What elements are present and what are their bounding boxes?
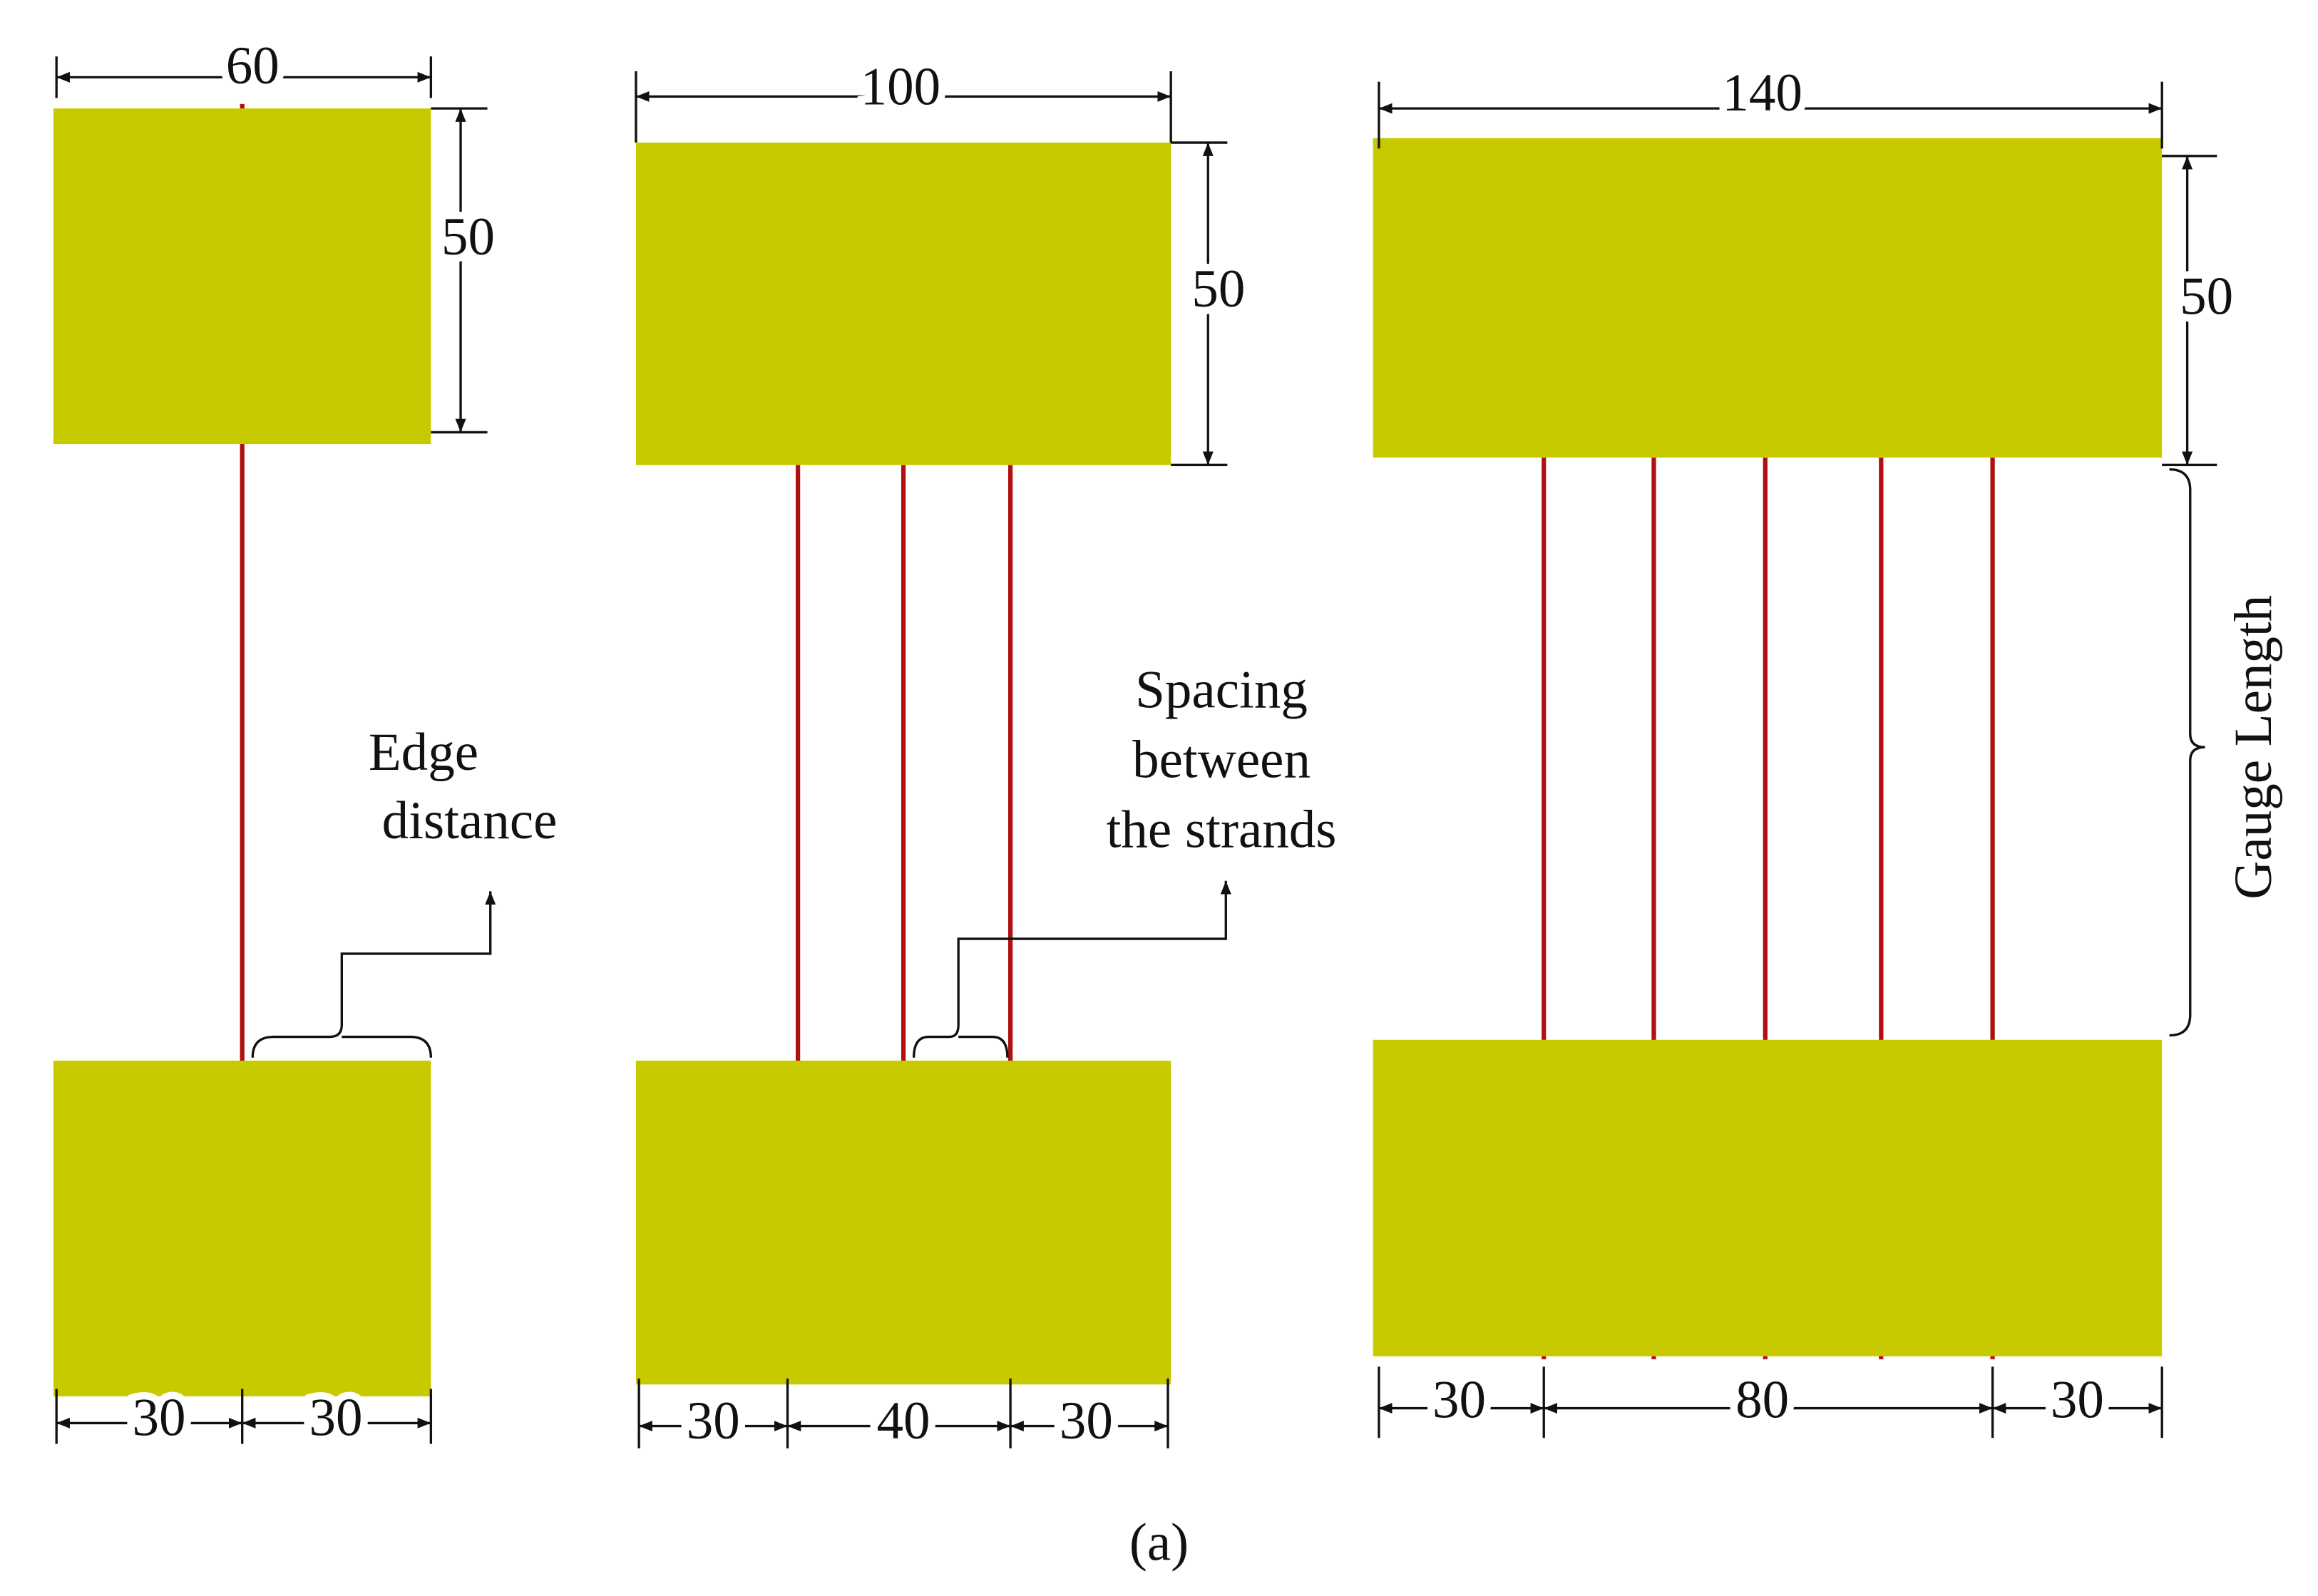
top-block xyxy=(1373,138,2163,458)
specimen-1: 60 50 30 30 Edge distance xyxy=(53,29,558,1455)
annotation-leader xyxy=(912,880,1231,1058)
caption: (a) xyxy=(1129,1513,1189,1572)
annotation: between xyxy=(1132,730,1311,789)
top-block xyxy=(53,108,431,445)
bottom-label: 30 xyxy=(132,1389,185,1448)
bottom-label: 30 xyxy=(1432,1371,1486,1430)
bottom-block xyxy=(53,1060,431,1396)
bottom-label: 80 xyxy=(1735,1371,1789,1430)
width-label: 100 xyxy=(861,57,941,116)
bottom-label: 40 xyxy=(877,1391,930,1451)
annotation-leader xyxy=(251,891,496,1058)
annotation: distance xyxy=(382,791,558,850)
specimen-2: 100 50 30 40 30 Spacing between the stra… xyxy=(635,50,1337,1458)
bottom-block xyxy=(635,1060,1171,1385)
width-label: 140 xyxy=(1722,63,1802,123)
bottom-label: 30 xyxy=(2051,1371,2104,1430)
gauge-brace xyxy=(2169,468,2205,1037)
specimen-3: 140 50 Gauge Length 30 80 30 xyxy=(1373,56,2283,1438)
bottom-label: 30 xyxy=(1060,1391,1113,1451)
width-label: 60 xyxy=(226,36,280,96)
bottom-label: 30 xyxy=(687,1391,740,1451)
height-label: 50 xyxy=(1191,259,1245,319)
annotation: Edge xyxy=(369,723,478,782)
bottom-block xyxy=(1373,1039,2163,1356)
height-label: 50 xyxy=(2180,267,2233,326)
top-block xyxy=(635,143,1171,465)
gauge-label: Gauge Length xyxy=(2224,595,2283,900)
annotation: Spacing xyxy=(1135,661,1308,720)
height-label: 50 xyxy=(441,207,495,267)
annotation: the strands xyxy=(1107,800,1337,859)
bottom-label: 30 xyxy=(309,1389,362,1448)
